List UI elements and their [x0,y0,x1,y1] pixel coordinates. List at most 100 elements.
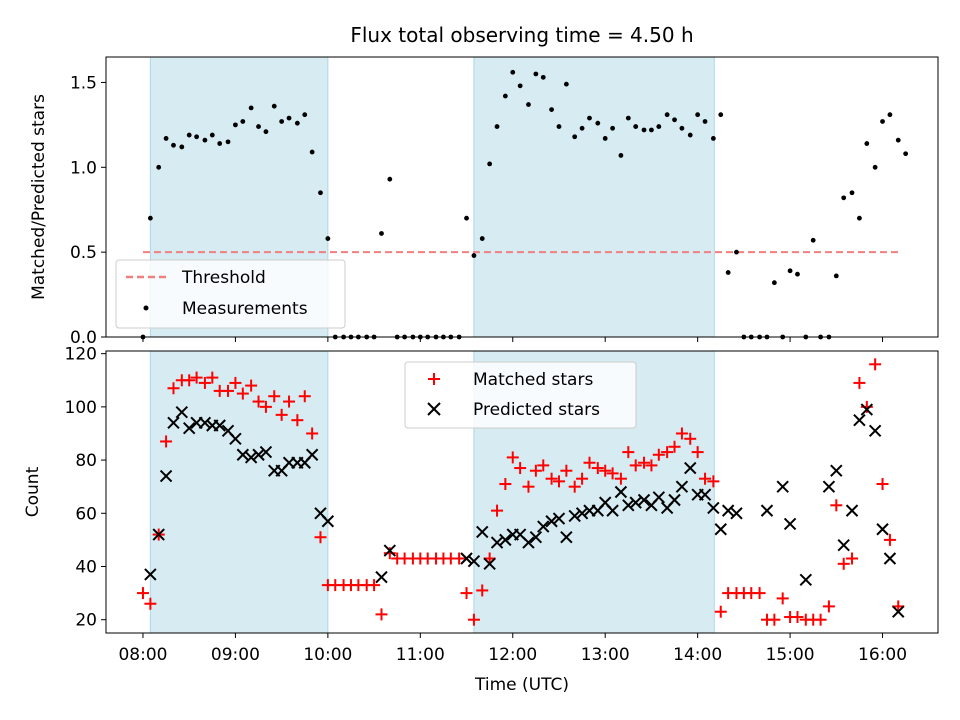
matched-star-point [661,446,674,459]
measurement-point [233,122,238,128]
bottom-y-tick-label: 20 [75,611,97,631]
matched-star-point [814,613,827,626]
measurement-point [795,271,800,277]
measurement-point [610,125,615,131]
bottom-panel: 20 40 60 80 100 120 08:00 09:00 10:00 11:00 12:00… [23,345,939,695]
matched-star-point [499,478,512,491]
predicted-star-point [490,536,504,549]
measurement-point [186,132,192,138]
measurement-point [163,136,169,141]
matched-star-point [298,390,311,403]
matched-star-point [560,464,573,477]
predicted-star-point [560,531,573,544]
matched-star-point [198,376,211,389]
matched-star-point [552,475,565,488]
measurement-point [309,149,315,155]
bottom-legend: Matched stars Predicted stars [404,361,637,429]
matched-star-point [876,478,889,491]
matched-star-point [236,387,249,400]
matched-star-point [136,587,149,600]
x-tick-label: 16:00 [858,645,907,665]
predicted-star-point [305,448,319,461]
measurement-point [880,119,885,124]
predicted-star-point [799,573,813,586]
measurement-point [903,151,909,157]
matched-star-point [830,499,843,512]
measurement-point [833,273,839,279]
measurement-point [325,236,331,241]
measurement-point [279,119,285,124]
measurement-point [895,137,901,143]
measurement-point [502,93,508,99]
predicted-star-point [182,421,196,435]
x-tick-label: 14:00 [673,645,722,665]
measurement-point [533,71,539,77]
measurement-point [464,215,469,221]
matched-star-point [768,613,781,626]
measurement-point [202,137,208,143]
measurement-point [510,69,516,75]
matched-star-point [268,390,281,403]
predicted-star-point [892,605,905,618]
matched-star-point [229,376,242,389]
measurement-point [695,112,701,118]
predicted-star-point [321,515,335,528]
matched-star-point [638,456,651,469]
measurement-point [318,190,323,196]
measurement-point [563,81,569,87]
predicted-stars-points [144,403,905,618]
measurement-point [857,215,862,221]
predicted-star-point [383,544,397,557]
measurement-point [526,102,531,107]
x-tick-label: 15:00 [766,645,815,665]
predicted-star-point [545,515,558,528]
measurement-point [602,136,608,141]
predicted-star-point [236,448,250,461]
matched-star-point [776,592,789,605]
matched-star-point [183,374,196,387]
measurement-point [595,120,601,126]
top-y-tick-label: 1.5 [70,73,97,93]
measurement-point [718,112,724,118]
matched-star-point [514,462,527,475]
matched-star-point [699,472,712,485]
legend-matched-swatch [428,373,440,385]
predicted-star-point [483,557,496,571]
measurement-point [240,119,246,124]
predicted-star-point [652,491,666,504]
matched-star-point [591,462,604,475]
matched-star-point [453,552,466,565]
predicted-star-point [730,507,743,520]
predicted-star-point [144,568,157,581]
measurement-point [556,124,562,129]
matched-star-point [190,371,203,384]
matched-star-point [568,480,581,493]
matched-star-point [529,464,542,477]
measurement-point [302,112,308,118]
measurement-point [679,125,685,131]
measurement-point [171,142,176,148]
measurement-point [217,141,223,146]
measurement-point [887,112,893,118]
measurement-point [787,268,793,274]
matched-star-point [883,533,896,546]
matched-star-point [375,608,388,621]
predicted-star-point [229,432,242,445]
measurement-point [471,253,477,258]
top-y-ticks: 0.0 0.5 1.0 1.5 [70,73,106,348]
predicted-star-point [175,405,189,419]
bottom-y-tick-label: 100 [65,398,97,418]
measurement-point [702,119,708,124]
measurement-point [387,176,393,182]
top-legend-box [115,259,346,329]
measurement-point [625,115,631,121]
measurement-point [263,129,269,135]
measurement-point [286,115,292,121]
matched-star-point [606,467,619,480]
measurement-point [618,153,624,158]
measurement-point [179,144,185,150]
measurement-point [841,195,847,201]
predicted-star-point [537,520,550,533]
x-tick-label: 10:00 [303,645,352,665]
predicted-star-point [375,570,388,584]
